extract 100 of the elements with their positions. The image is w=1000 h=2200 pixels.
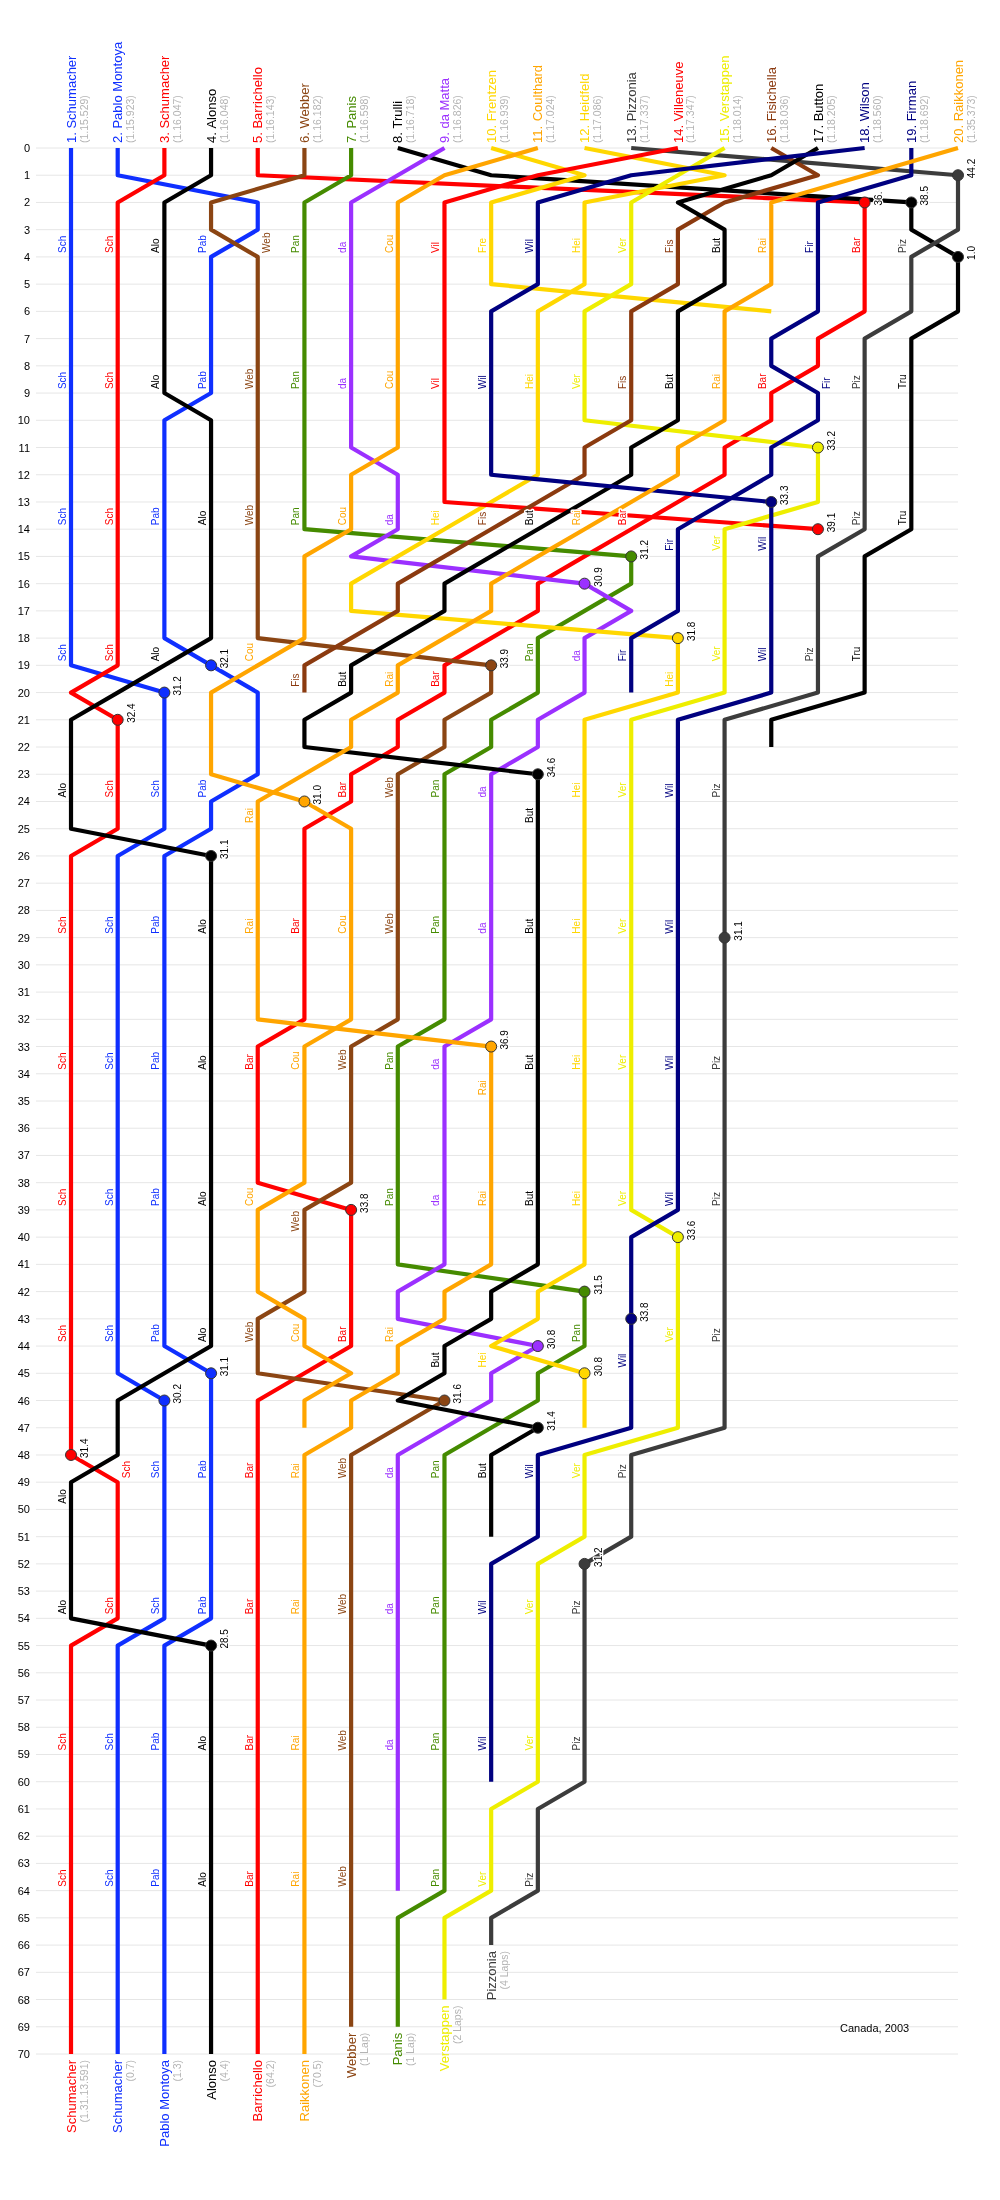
data-label: But bbox=[523, 918, 535, 934]
annotation: 31.1 bbox=[219, 839, 231, 859]
data-label: Pab bbox=[197, 1459, 209, 1479]
data-label: Pan bbox=[430, 779, 442, 798]
data-label: Bar bbox=[850, 236, 862, 253]
annotation: 33.9 bbox=[499, 648, 511, 669]
data-label: Sch bbox=[103, 1597, 115, 1615]
data-label: Ver bbox=[523, 1598, 535, 1615]
data-label: da bbox=[383, 513, 395, 526]
annotation: (1.15.529) bbox=[77, 95, 90, 143]
data-label: Hei bbox=[570, 782, 582, 798]
text: Schumacher bbox=[63, 2059, 79, 2133]
y-tick-label: 17 bbox=[17, 604, 30, 617]
data-label: Web bbox=[337, 1865, 349, 1887]
data-label: Alo bbox=[150, 646, 162, 662]
x-tick-label: 18. bbox=[857, 124, 873, 143]
text: Trulli bbox=[390, 100, 406, 129]
data-label: Hei bbox=[570, 237, 582, 253]
point bbox=[625, 1312, 638, 1325]
text: Raikkonen bbox=[950, 59, 966, 122]
data-label: Rai bbox=[383, 671, 395, 687]
y-tick-label: 68 bbox=[17, 1993, 30, 2006]
data-label: Web bbox=[337, 1593, 349, 1615]
point bbox=[811, 523, 824, 536]
data-label: Bar bbox=[337, 1325, 349, 1343]
y-tick-label: 16 bbox=[17, 577, 30, 590]
data-label: Alo bbox=[57, 782, 69, 798]
data-label: Pab bbox=[150, 1732, 162, 1751]
data-label: Piz bbox=[710, 1192, 722, 1206]
y-tick-label: 3 bbox=[23, 223, 30, 236]
annotation: 31.6 bbox=[452, 1383, 464, 1404]
text: Villeneuve bbox=[670, 61, 686, 122]
data-label: Pab bbox=[197, 370, 209, 390]
data-label: Fir bbox=[663, 538, 675, 551]
data-label: Alo bbox=[150, 238, 162, 253]
data-label: Ver bbox=[523, 1734, 535, 1751]
x-tick-label: 10. bbox=[483, 124, 499, 143]
annotation: 31.2 bbox=[592, 1546, 604, 1567]
y-tick-label: 2 bbox=[23, 196, 30, 209]
data-label: Rai bbox=[290, 1599, 302, 1615]
data-label: Fis bbox=[617, 375, 629, 390]
data-label: Vil bbox=[430, 241, 442, 253]
y-tick-label: 14 bbox=[17, 523, 30, 536]
annotation: 28.5 bbox=[219, 1628, 231, 1649]
data-label: Wil bbox=[523, 1464, 535, 1479]
data-label: Piz bbox=[850, 375, 862, 390]
data-label: Alo bbox=[197, 510, 209, 526]
data-label: da bbox=[337, 241, 349, 253]
data-label: Rai bbox=[243, 918, 255, 934]
data-label: Pab bbox=[197, 779, 209, 798]
annotation: 34.6 bbox=[545, 757, 557, 778]
data-label: Ver bbox=[617, 237, 629, 253]
annotation: (1.16.598) bbox=[357, 95, 370, 143]
annotation: 30.8 bbox=[592, 1356, 604, 1377]
data-label: Tru bbox=[850, 646, 862, 662]
data-label: Alo bbox=[197, 1327, 209, 1343]
data-label: Alo bbox=[197, 1191, 209, 1206]
data-label: Bar bbox=[243, 1461, 255, 1479]
data-label: Wil bbox=[617, 1353, 629, 1368]
data-label: Ver bbox=[570, 1462, 582, 1479]
y-tick-label: 4 bbox=[23, 250, 30, 263]
annotation: (1.16.047) bbox=[170, 95, 183, 143]
data-label: Pab bbox=[150, 915, 162, 934]
data-label: da bbox=[430, 1194, 442, 1206]
point bbox=[952, 250, 964, 263]
point bbox=[205, 659, 218, 672]
data-label: But bbox=[337, 671, 349, 687]
text: Webber bbox=[343, 2032, 359, 2079]
data-label: Bar bbox=[337, 781, 349, 798]
y-tick-label: 45 bbox=[17, 1367, 30, 1380]
data-label: Wil bbox=[757, 536, 769, 551]
data-label: Pan bbox=[290, 235, 302, 253]
data-label: Pan bbox=[290, 371, 302, 390]
data-label: Web bbox=[243, 368, 255, 390]
data-label: Rai bbox=[757, 237, 769, 253]
y-tick-label: 53 bbox=[17, 1585, 30, 1598]
text: Alonso bbox=[203, 2060, 219, 2100]
data-label: Sch bbox=[120, 1460, 132, 1479]
data-label: Bar bbox=[243, 1870, 255, 1887]
point bbox=[952, 169, 964, 182]
y-tick-label: 48 bbox=[17, 1448, 30, 1461]
y-tick-label: 47 bbox=[17, 1421, 30, 1434]
data-label: Ver bbox=[663, 1326, 675, 1343]
y-tick-label: 8 bbox=[23, 359, 30, 372]
text: Panis bbox=[390, 2032, 406, 2066]
data-label: Piz bbox=[523, 1872, 535, 1887]
point bbox=[625, 550, 638, 563]
y-tick-label: 40 bbox=[17, 1231, 30, 1244]
data-label: Sch bbox=[57, 1869, 69, 1887]
y-tick-label: 49 bbox=[17, 1476, 30, 1489]
annotation: 31.8 bbox=[685, 621, 697, 642]
text: Panis bbox=[343, 96, 359, 129]
y-tick-label: 31 bbox=[17, 986, 30, 999]
x-tick-label: 17. bbox=[810, 124, 826, 143]
data-label: But bbox=[523, 1054, 535, 1070]
data-label: But bbox=[710, 237, 722, 253]
data-label: Web bbox=[383, 776, 395, 798]
y-tick-label: 38 bbox=[17, 1176, 30, 1189]
data-label: Rai bbox=[290, 1735, 302, 1751]
text: Schumacher bbox=[156, 55, 172, 129]
